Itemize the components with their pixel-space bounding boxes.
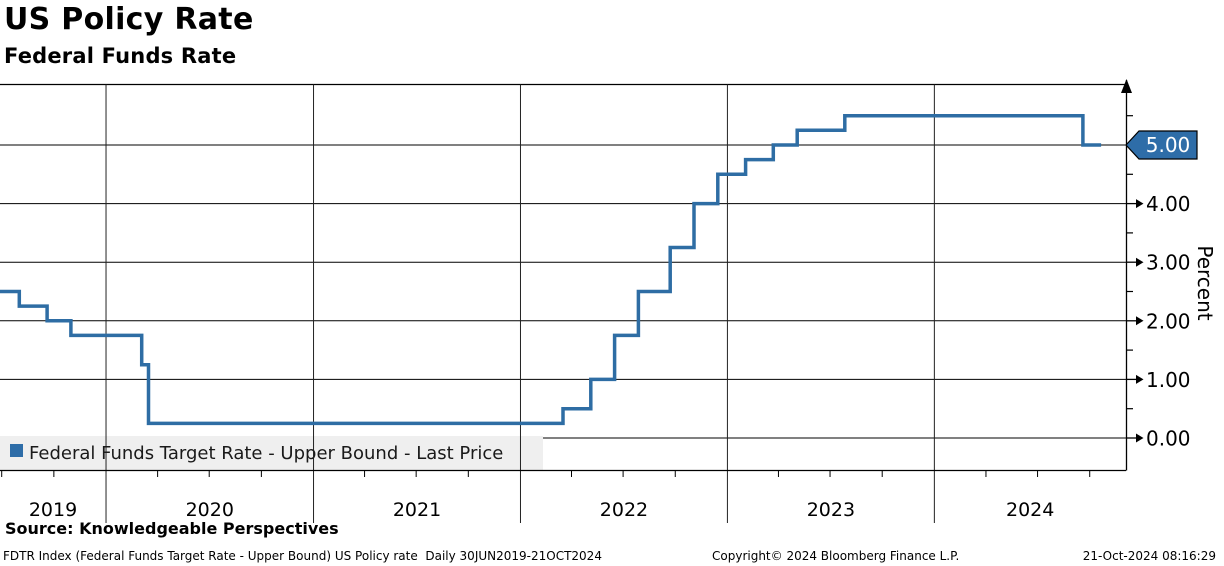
y-tick-label: 0.00 bbox=[1146, 427, 1191, 451]
footer-timestamp: 21-Oct-2024 08:16:29 bbox=[1082, 549, 1216, 563]
footer-copyright: Copyright© 2024 Bloomberg Finance L.P. bbox=[712, 549, 960, 563]
footer-source: Source: Knowledgeable Perspectives bbox=[5, 519, 339, 538]
y-axis-title: Percent bbox=[1193, 245, 1217, 321]
price-tag-label: 5.00 bbox=[1146, 133, 1191, 157]
x-year-label: 2021 bbox=[393, 499, 441, 521]
price-tag bbox=[1125, 130, 1198, 160]
y-tick-label: 2.00 bbox=[1146, 309, 1191, 333]
x-year-label: 2020 bbox=[186, 499, 234, 521]
y-tick-arrow-icon bbox=[1136, 257, 1144, 267]
y-tick-label: 1.00 bbox=[1146, 368, 1191, 392]
legend-marker-icon bbox=[10, 444, 23, 457]
x-year-label: 2024 bbox=[1006, 499, 1054, 521]
y-tick-arrow-icon bbox=[1136, 433, 1144, 443]
x-year-label: 2023 bbox=[807, 499, 855, 521]
legend-label: Federal Funds Target Rate - Upper Bound … bbox=[29, 443, 503, 464]
footer-description: FDTR Index (Federal Funds Target Rate - … bbox=[3, 549, 602, 563]
series-step-line bbox=[0, 113, 1102, 426]
y-axis-up-arrow-icon bbox=[1121, 79, 1132, 93]
legend-band bbox=[0, 436, 543, 470]
y-tick-arrow-icon bbox=[1136, 316, 1144, 326]
page-title: US Policy Rate bbox=[4, 2, 254, 37]
y-tick-arrow-icon bbox=[1136, 199, 1144, 209]
x-year-label: 2022 bbox=[600, 499, 648, 521]
x-year-label: 2019 bbox=[29, 499, 77, 521]
y-tick-arrow-icon bbox=[1136, 374, 1144, 384]
y-tick-label: 4.00 bbox=[1146, 192, 1191, 216]
page-subtitle: Federal Funds Rate bbox=[4, 44, 237, 68]
y-tick-label: 3.00 bbox=[1146, 251, 1191, 275]
